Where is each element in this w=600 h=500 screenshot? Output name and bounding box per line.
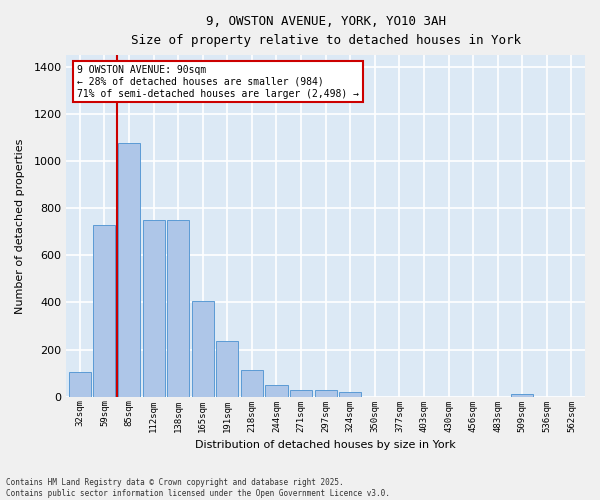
Bar: [191, 301, 214, 396]
Bar: [290, 390, 312, 396]
Bar: [511, 394, 533, 396]
Bar: [339, 392, 361, 396]
Bar: [94, 224, 115, 396]
Bar: [216, 342, 238, 396]
X-axis label: Distribution of detached houses by size in York: Distribution of detached houses by size …: [195, 440, 456, 450]
Bar: [241, 370, 263, 396]
Bar: [69, 372, 91, 396]
Y-axis label: Number of detached properties: Number of detached properties: [15, 138, 25, 314]
Bar: [118, 144, 140, 396]
Bar: [167, 220, 189, 396]
Text: 9 OWSTON AVENUE: 90sqm
← 28% of detached houses are smaller (984)
71% of semi-de: 9 OWSTON AVENUE: 90sqm ← 28% of detached…: [77, 66, 359, 98]
Bar: [143, 220, 164, 396]
Text: Contains HM Land Registry data © Crown copyright and database right 2025.
Contai: Contains HM Land Registry data © Crown c…: [6, 478, 390, 498]
Bar: [314, 390, 337, 396]
Bar: [265, 385, 287, 396]
Title: 9, OWSTON AVENUE, YORK, YO10 3AH
Size of property relative to detached houses in: 9, OWSTON AVENUE, YORK, YO10 3AH Size of…: [131, 15, 521, 47]
